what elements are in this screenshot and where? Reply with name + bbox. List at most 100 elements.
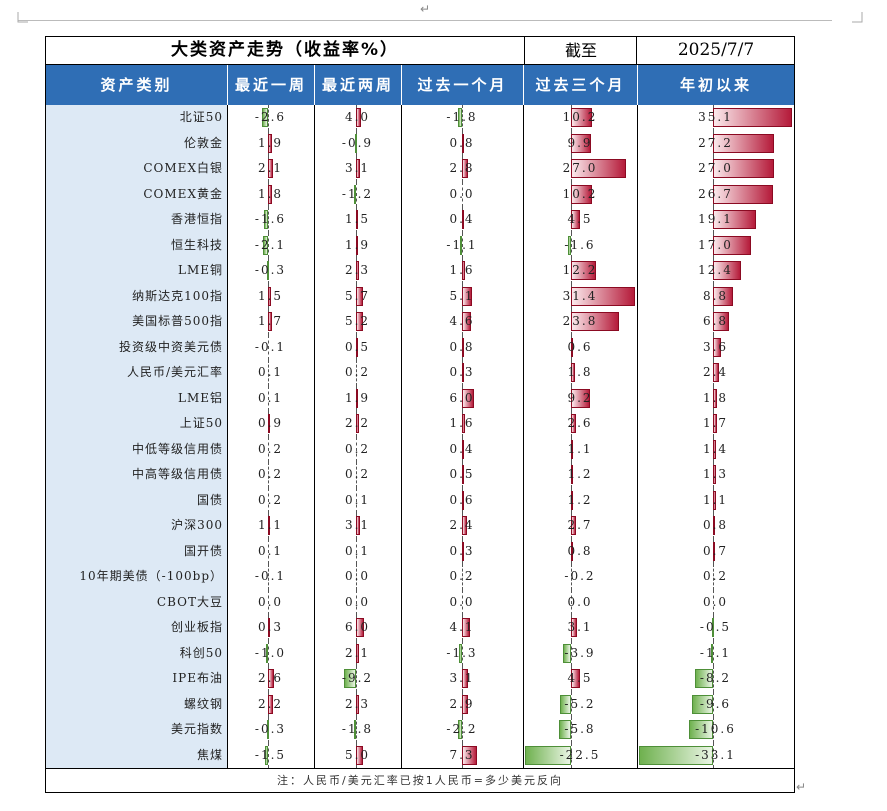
value-label: 0.2 [257,441,284,456]
value-bar [268,414,270,433]
value-bar [570,133,592,153]
value-label: 6.0 [449,390,475,405]
value-bar [267,720,270,739]
table-row: 创业板指 0.3 6.0 4.1 3.1 -0.5 [46,615,794,641]
value-bar [689,720,714,739]
column-divider [227,105,228,768]
value-bar [356,618,364,637]
zero-axis [713,640,715,666]
zero-axis [462,564,463,590]
table-row: 纳斯达克100指 1.5 5.7 5.1 31.4 8.8 [46,283,794,309]
column-divider [523,105,524,768]
value-label: 1.9 [344,390,371,405]
asset-name: 恒生科技 [46,232,227,258]
value-bar [268,159,273,178]
value-label: 2.3 [344,263,371,277]
zero-axis [713,666,715,692]
zero-axis [356,462,357,488]
value-bar [713,465,717,484]
zero-axis [268,538,269,564]
asset-name: 螺纹钢 [46,691,227,717]
value-bar [267,261,270,280]
table-row: 香港恒指 -1.6 1.5 0.4 4.5 19.1 [46,207,794,233]
value-bar [713,388,718,408]
as-of-label: 截至 [524,37,637,64]
value-label: 6.0 [344,620,371,634]
value-bar [713,414,718,433]
value-bar [713,108,792,127]
value-label: 9.2 [567,390,593,405]
value-label: -1.6 [254,212,287,226]
value-label: 1.2 [567,467,593,481]
value-label: 1.5 [344,212,371,226]
value-label: -0.3 [254,263,287,277]
value-bar [263,235,268,255]
value-label: 27.0 [562,161,598,175]
header-1: 最近一周 [227,65,314,105]
value-label: 27.0 [698,161,733,175]
value-bar [713,261,742,280]
value-bar [570,439,574,459]
table-row: 中低等级信用债 0.2 0.2 0.4 1.1 1.4 [46,436,794,462]
zero-axis [462,589,463,615]
value-bar [570,669,581,688]
value-label: -1.8 [341,722,374,736]
value-bar [462,618,471,637]
value-label: 35.1 [698,110,733,124]
table-row: 科创50 -1.0 2.1 -1.3 -3.9 -1.1 [46,640,794,666]
header-row: 资产类别 最近一周 最近两周 过去一个月 过去三个月 年初以来 [46,65,794,105]
value-bar [462,337,464,357]
value-label: 0.1 [344,543,371,558]
asset-name: LME铝 [46,385,227,411]
value-bar [570,516,577,535]
value-label: 1.8 [702,390,729,405]
value-bar [570,363,575,382]
zero-axis [570,717,572,743]
value-label: 0.2 [449,569,475,583]
value-bar [268,516,271,535]
zero-axis [570,564,572,590]
table-row: COMEX白银 2.1 3.1 2.8 27.0 27.0 [46,156,794,182]
value-bar [462,694,468,714]
value-label: 2.4 [449,518,475,532]
value-label: 2.4 [702,365,729,379]
asset-name: 香港恒指 [46,207,227,233]
table-row: 人民币/美元汇率 0.1 0.2 0.3 1.8 2.4 [46,360,794,386]
zero-axis [570,691,572,717]
zero-axis [713,717,715,743]
value-label: -5.2 [564,696,596,711]
value-label: 0.0 [567,594,593,609]
value-bar [570,159,626,178]
value-bar [264,210,268,229]
value-label: 3.1 [567,620,593,634]
asset-name: 10年期美债（-100bp） [46,564,227,590]
value-bar [459,235,462,255]
value-label: 1.5 [257,288,284,303]
table-row: 国开债 0.1 0.1 0.3 0.8 0.7 [46,538,794,564]
cursor-mark-bottom: ↵ [796,780,807,794]
asset-name: 国开债 [46,538,227,564]
value-bar [356,159,361,178]
value-bar [268,618,270,637]
value-label: 0.7 [702,543,729,558]
value-bar [462,439,464,459]
asset-name: 中高等级信用债 [46,462,227,488]
value-bar [264,745,268,765]
value-label: 1.9 [257,135,284,150]
value-label: 10.2 [562,186,598,201]
value-label: 3.1 [449,671,475,685]
value-bar [713,133,775,153]
zero-axis [268,334,269,360]
asset-name: 国债 [46,487,227,513]
zero-axis [713,742,715,768]
value-bar [713,235,752,255]
value-label: 0.2 [257,467,284,481]
zero-axis [570,742,572,768]
value-bar [356,108,362,127]
value-label: -1.1 [446,237,478,252]
value-label: 0.5 [344,339,371,354]
value-label: 10.2 [562,110,598,124]
value-label: 0.6 [567,339,593,354]
value-bar [462,210,464,229]
header-4: 过去三个月 [523,65,637,105]
